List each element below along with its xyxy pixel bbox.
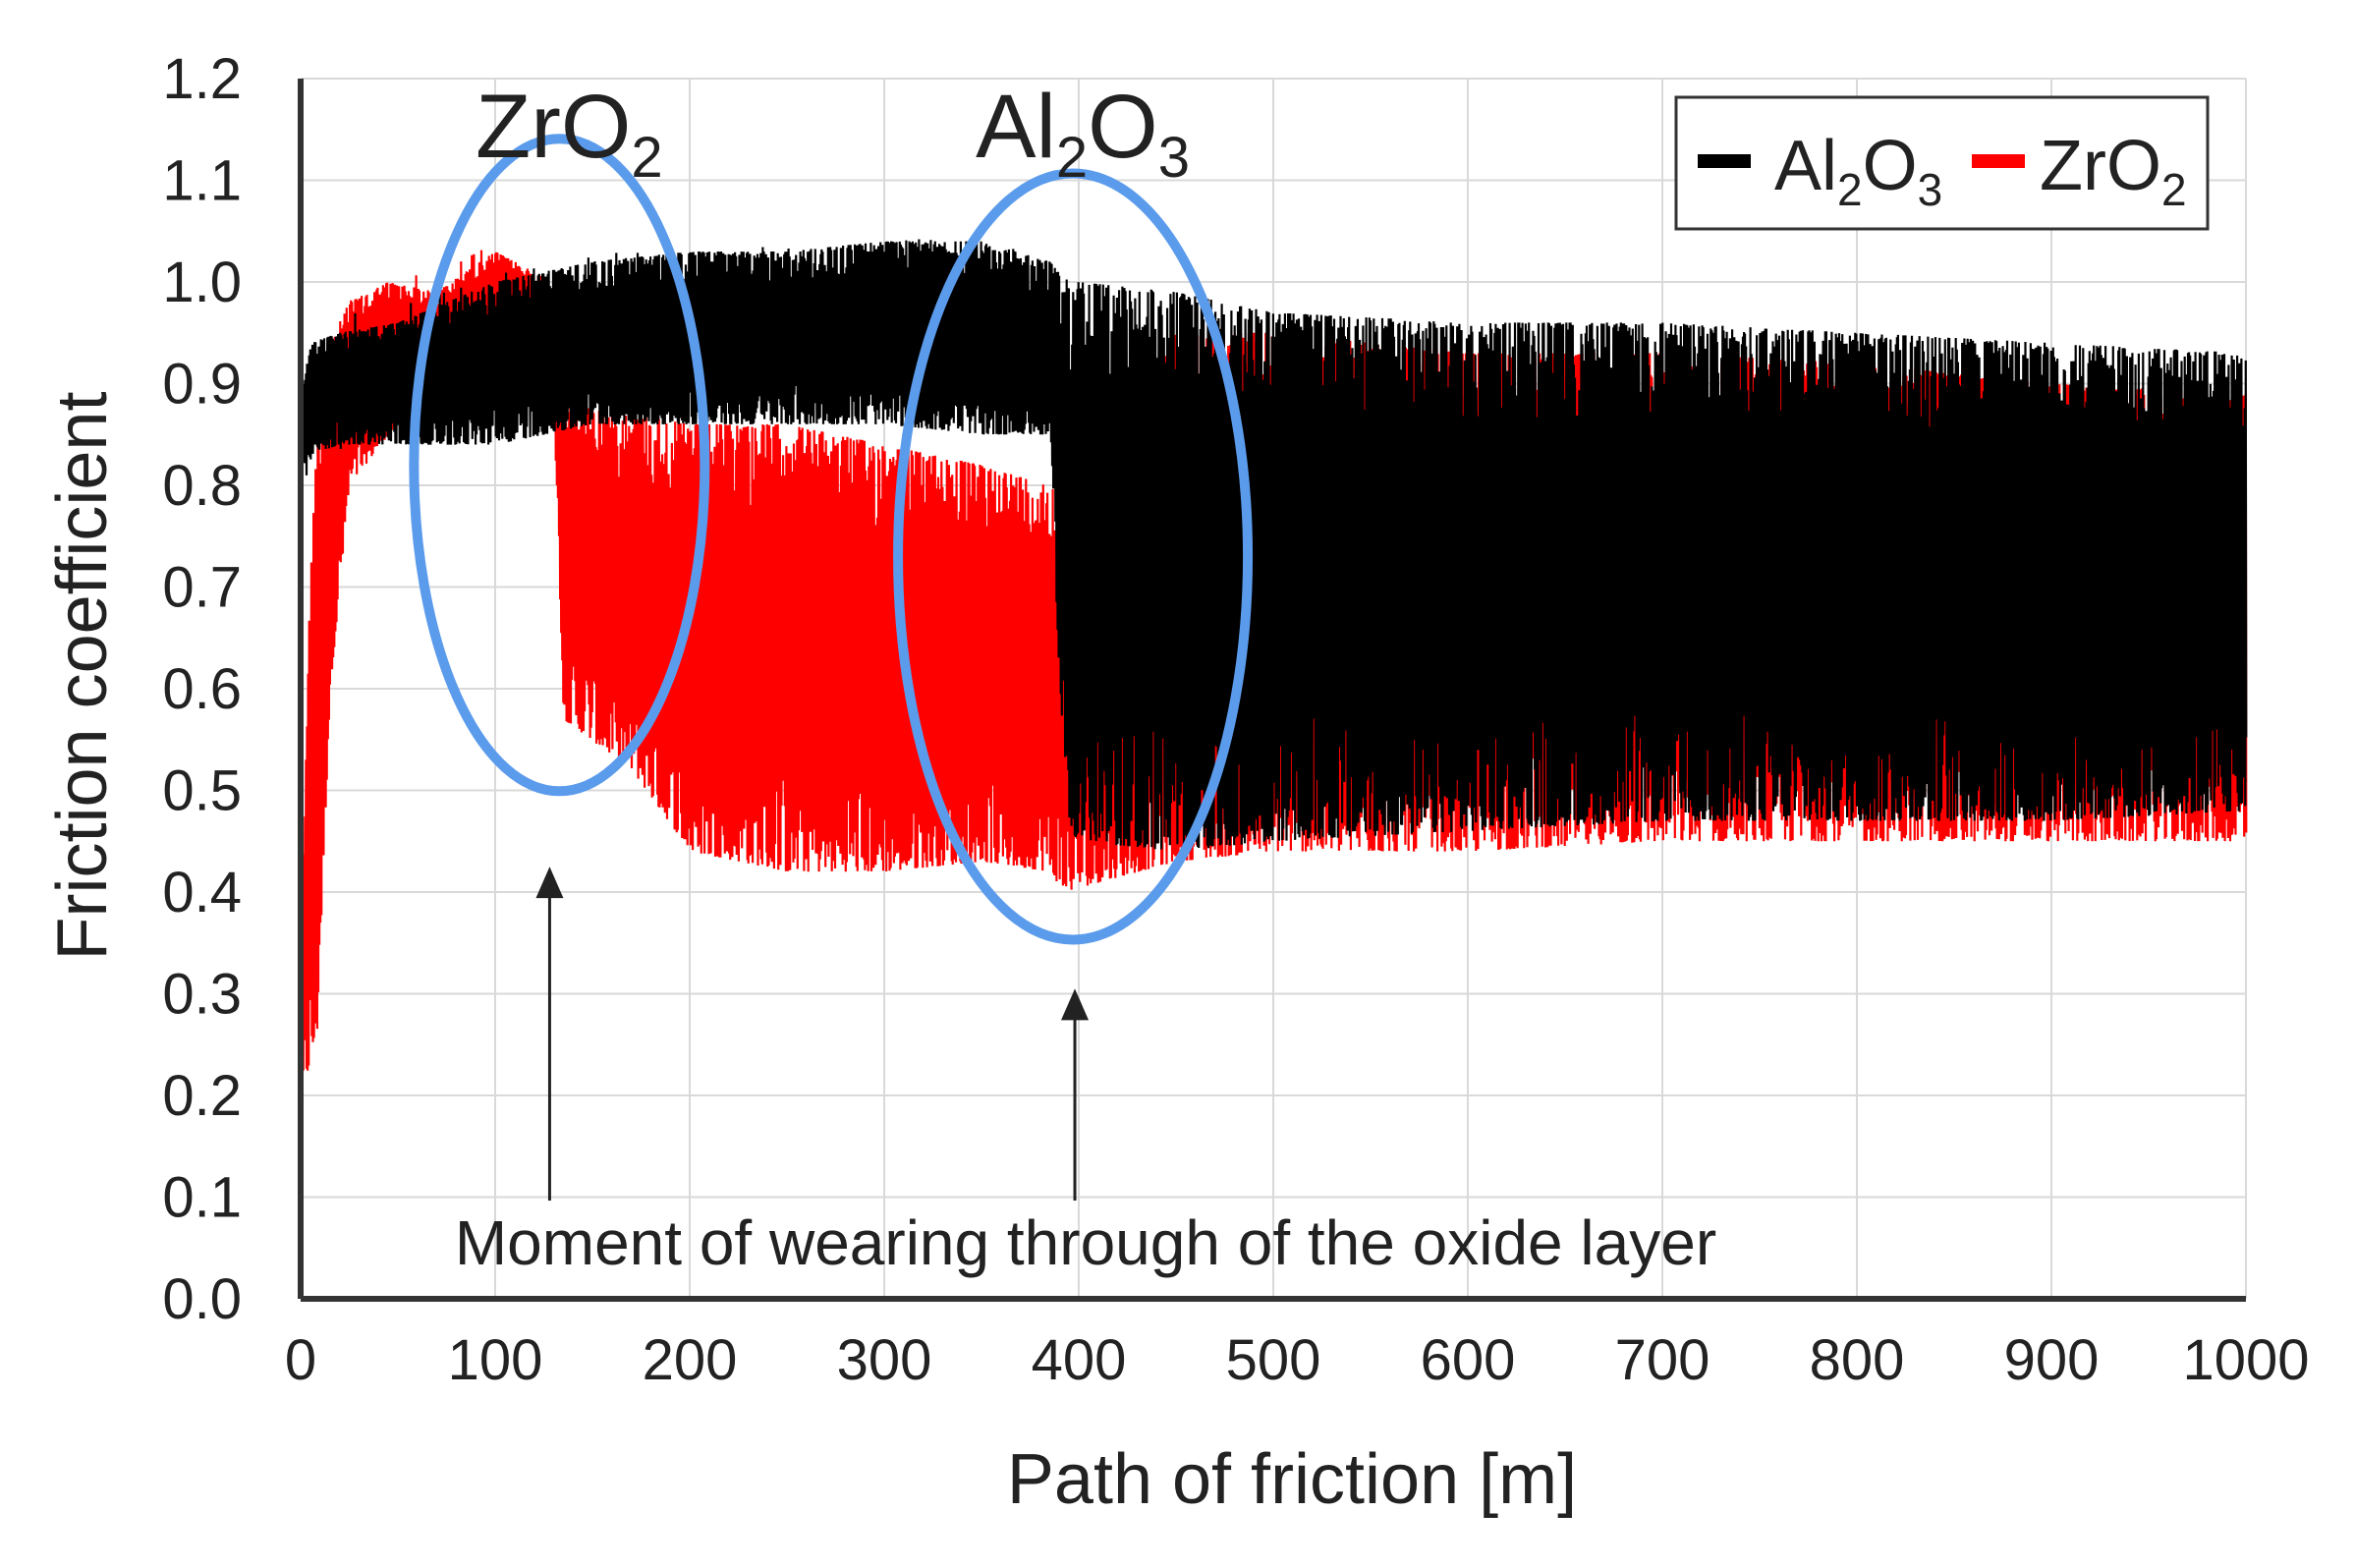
- y-tick-label: 1.2: [162, 47, 242, 111]
- legend-label-zro2: ZrO2: [2040, 127, 2187, 215]
- x-tick-label: 300: [837, 1328, 932, 1392]
- series-al2o3: [299, 239, 2248, 851]
- y-tick-labels: 0.0 0.1 0.2 0.3 0.4 0.5 0.6 0.7 0.8 0.9 1.0 1.1 1.2: [162, 47, 242, 1331]
- x-tick-label: 200: [643, 1328, 738, 1392]
- legend-swatch-zro2: [1972, 154, 2025, 168]
- y-tick-label: 0.4: [162, 861, 242, 924]
- x-tick-label: 500: [1226, 1328, 1321, 1392]
- al2o3-annotation-label: Al2O3: [976, 77, 1190, 190]
- axes: [298, 79, 2246, 1302]
- x-tick-label: 1000: [2182, 1328, 2309, 1392]
- x-tick-label: 600: [1421, 1328, 1516, 1392]
- y-axis-label: Friction coefficient: [43, 392, 122, 961]
- legend: Al2O3 ZrO2: [1674, 95, 2210, 231]
- x-tick-label: 900: [2004, 1328, 2100, 1392]
- x-tick-label: 100: [448, 1328, 543, 1392]
- x-axis-label: Path of friction [m]: [1007, 1440, 1577, 1519]
- x-tick-label: 700: [1615, 1328, 1710, 1392]
- zro2-annotation-label: ZrO2: [476, 77, 663, 190]
- legend-label-al2o3: Al2O3: [1774, 127, 1942, 215]
- zro2-wear-ellipse: [409, 134, 710, 797]
- wear-note: Moment of wearing through of the oxide l…: [455, 1207, 1716, 1278]
- legend-box: [1674, 95, 2210, 231]
- y-tick-label: 0.5: [162, 759, 242, 823]
- legend-swatch-al2o3: [1698, 154, 1751, 168]
- y-tick-label: 0.1: [162, 1166, 242, 1230]
- al2o3-wear-arrow: [1061, 988, 1090, 1201]
- y-tick-label: 0.6: [162, 657, 242, 721]
- series-line-al2o3: [299, 239, 2248, 851]
- y-tick-label: 0.3: [162, 963, 242, 1027]
- x-tick-label: 400: [1032, 1328, 1127, 1392]
- y-tick-label: 0.8: [162, 454, 242, 518]
- y-tick-label: 1.1: [162, 149, 242, 213]
- x-tick-labels: 0 100 200 300 400 500 600 700 800 900 1000: [285, 1328, 2310, 1392]
- x-tick-label: 800: [1810, 1328, 1905, 1392]
- al2o3-wear-ellipse: [893, 168, 1254, 945]
- y-tick-label: 0.9: [162, 353, 242, 417]
- y-tick-label: 0.2: [162, 1064, 242, 1128]
- y-tick-label: 0.7: [162, 556, 242, 620]
- x-tick-label: 0: [285, 1328, 316, 1392]
- zro2-wear-arrow: [535, 867, 564, 1201]
- y-tick-label: 1.0: [162, 251, 242, 314]
- y-tick-label: 0.0: [162, 1267, 242, 1331]
